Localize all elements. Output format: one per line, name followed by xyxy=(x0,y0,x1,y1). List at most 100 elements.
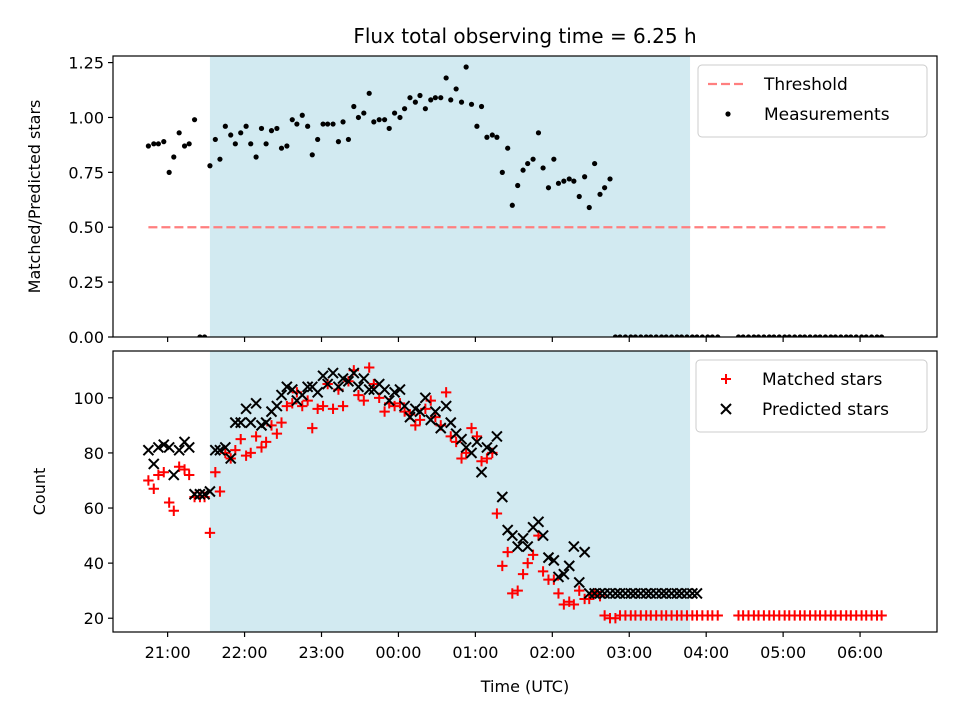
data-point xyxy=(876,610,887,621)
data-point xyxy=(348,367,360,379)
data-point xyxy=(458,99,465,105)
data-point xyxy=(786,334,792,337)
y-tick-label: 0.00 xyxy=(68,328,104,347)
data-point xyxy=(797,334,803,337)
data-point xyxy=(173,461,185,472)
data-point xyxy=(397,114,403,121)
data-point xyxy=(214,486,226,497)
data-point xyxy=(287,398,298,409)
data-point xyxy=(491,508,503,519)
data-point xyxy=(506,529,519,542)
y-axis-label: Count xyxy=(30,468,49,516)
data-point xyxy=(366,90,372,96)
data-point xyxy=(505,145,511,151)
data-point xyxy=(422,106,428,112)
data-point xyxy=(148,458,160,470)
data-point xyxy=(879,334,885,337)
data-point xyxy=(566,176,572,182)
data-point xyxy=(638,334,644,337)
data-point xyxy=(761,334,767,337)
data-point xyxy=(517,532,529,545)
data-point xyxy=(238,130,244,136)
legend-label: Matched stars xyxy=(762,370,882,390)
data-point xyxy=(674,334,680,337)
data-point xyxy=(212,136,218,143)
axes-frame xyxy=(112,55,938,338)
data-point xyxy=(153,469,164,481)
data-point xyxy=(361,110,367,116)
data-point xyxy=(278,145,285,151)
data-point xyxy=(168,469,180,481)
data-point xyxy=(142,444,155,456)
data-point xyxy=(417,92,423,99)
data-point xyxy=(355,114,362,121)
legend-box xyxy=(697,64,928,138)
data-point xyxy=(520,167,526,173)
data-point xyxy=(486,444,499,456)
data-point xyxy=(471,431,483,442)
data-point xyxy=(352,381,365,393)
data-point xyxy=(522,557,533,569)
data-point xyxy=(573,576,585,589)
x-tick-label: 02:00 xyxy=(529,643,575,662)
data-point xyxy=(248,141,254,147)
data-point xyxy=(484,134,490,140)
data-point xyxy=(386,125,392,132)
panel-ratio: 0.00 0.25 0.50 0.75 1.00 1.25 Matched/Predicte… xyxy=(25,54,938,347)
data-point xyxy=(438,95,444,101)
x-tick-label: 05:00 xyxy=(760,643,806,662)
data-point xyxy=(243,123,249,129)
series-predicted-stars xyxy=(142,367,703,600)
data-point xyxy=(194,488,206,500)
observing-window-span xyxy=(209,351,691,632)
data-point xyxy=(204,485,216,498)
data-point xyxy=(268,128,275,134)
data-point xyxy=(250,431,262,442)
data-point xyxy=(210,467,221,478)
data-point xyxy=(225,452,237,465)
data-point xyxy=(771,334,777,337)
data-point xyxy=(443,75,449,81)
data-point xyxy=(217,156,223,162)
data-point xyxy=(391,110,398,116)
data-point xyxy=(448,97,454,103)
data-point xyxy=(253,154,259,160)
legend-marker xyxy=(721,374,731,384)
data-point xyxy=(325,121,331,127)
data-point xyxy=(312,403,323,415)
data-point xyxy=(274,125,280,132)
data-point xyxy=(471,436,483,448)
data-point xyxy=(222,123,228,129)
data-point xyxy=(561,178,567,184)
data-point xyxy=(145,143,151,149)
data-point xyxy=(245,416,257,429)
data-point xyxy=(502,546,513,558)
data-point xyxy=(489,132,495,138)
data-point xyxy=(537,566,549,577)
data-point xyxy=(853,334,859,337)
data-point xyxy=(271,428,283,439)
data-point xyxy=(260,436,272,448)
data-point xyxy=(586,204,592,211)
data-point xyxy=(275,389,288,401)
data-point xyxy=(209,444,222,456)
data-point xyxy=(191,117,198,123)
data-point xyxy=(181,143,188,149)
data-point xyxy=(381,117,388,123)
data-point xyxy=(183,469,195,481)
data-point xyxy=(584,593,595,605)
data-point xyxy=(276,417,287,428)
data-point xyxy=(148,483,159,494)
data-point xyxy=(859,334,865,337)
data-point xyxy=(404,411,416,423)
data-point xyxy=(337,400,349,412)
data-point xyxy=(525,160,531,167)
data-point xyxy=(407,95,413,101)
y-tick-label: 0.75 xyxy=(68,163,104,182)
data-point xyxy=(299,112,305,118)
data-point xyxy=(709,334,715,337)
data-point xyxy=(499,169,505,175)
data-point xyxy=(537,529,549,542)
data-point xyxy=(540,165,546,171)
